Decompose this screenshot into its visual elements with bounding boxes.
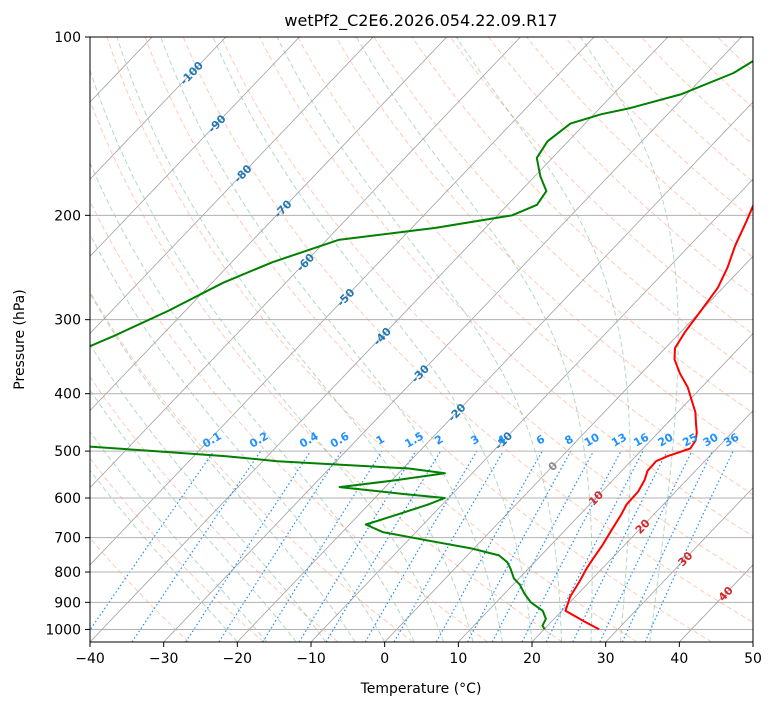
moist-adiabat xyxy=(90,343,327,642)
dry-adiabat xyxy=(90,290,414,642)
y-tick-label: 300 xyxy=(54,313,81,329)
moist-adiabat xyxy=(90,233,386,642)
mixing-ratio-line xyxy=(644,450,734,642)
mixing-ratio-line xyxy=(393,450,505,642)
mixing-ratio-line xyxy=(364,450,478,642)
x-tick-label: 0 xyxy=(380,651,389,667)
moist-adiabat xyxy=(212,37,533,642)
plot-frame xyxy=(89,36,754,643)
dry-adiabat xyxy=(602,37,753,183)
dry-adiabat xyxy=(90,457,264,642)
x-tick-label: 20 xyxy=(523,651,541,667)
moist-adiabat xyxy=(160,37,503,642)
isotherm xyxy=(458,332,753,642)
x-tick-label: −10 xyxy=(296,651,326,667)
moist-adiabat xyxy=(455,37,631,642)
x-tick-label: −20 xyxy=(223,651,253,667)
isotherm xyxy=(237,101,753,642)
temperature-line xyxy=(564,203,753,631)
axis-ticks: −40 −30 −20 −10 0 10 20 30 40 50 1000 900 800 700 600 5… xyxy=(45,30,762,667)
dry-adiabat xyxy=(411,37,753,375)
y-tick-label: 800 xyxy=(54,565,81,581)
moist-adiabat xyxy=(116,37,474,642)
isotherm xyxy=(90,37,374,335)
y-tick-label: 600 xyxy=(54,491,81,507)
y-axis-label: Pressure (hPa) xyxy=(12,289,28,389)
dry-adiabat xyxy=(90,537,190,642)
dry-adiabat xyxy=(488,37,753,297)
moist-adiabat xyxy=(90,292,356,642)
isotherm xyxy=(531,410,753,642)
mixing-ratio-line xyxy=(218,450,343,642)
isotherm xyxy=(90,37,669,642)
mixing-ratio-line xyxy=(298,450,417,642)
moist-adiabat xyxy=(580,37,679,642)
moist-adiabat xyxy=(276,37,562,642)
mixing-ratio-line xyxy=(621,450,713,642)
x-tick-label: −30 xyxy=(149,651,179,667)
y-tick-label: 400 xyxy=(54,387,81,403)
moist-adiabat xyxy=(90,68,445,642)
isotherm xyxy=(90,37,521,489)
x-tick-label: −40 xyxy=(75,651,105,667)
y-tick-label: 1000 xyxy=(45,622,81,638)
dry-adiabat xyxy=(90,200,488,642)
dry-adiabat xyxy=(297,37,753,496)
mixing-ratio-line xyxy=(466,450,572,642)
isotherm xyxy=(605,487,753,642)
chart-title: wetPf2_C2E6.2026.054.22.09.R17 xyxy=(284,11,557,31)
x-tick-label: 50 xyxy=(744,651,762,667)
pressure-grid xyxy=(90,37,753,630)
mixing-ratio-line xyxy=(90,450,215,632)
y-tick-label: 100 xyxy=(54,30,81,46)
dry-adiabat xyxy=(182,37,753,623)
y-tick-label: 200 xyxy=(54,208,81,224)
isotherm xyxy=(90,37,300,257)
mixing-ratio-line xyxy=(572,450,668,642)
profile-series xyxy=(90,59,753,631)
reference-lines xyxy=(90,37,753,642)
moist-adiabat xyxy=(355,37,593,642)
dewpoint-line xyxy=(90,59,753,630)
y-tick-label: 700 xyxy=(54,531,81,547)
dry-adiabat xyxy=(259,37,753,537)
mixing-ratio-line xyxy=(599,450,693,642)
x-tick-label: 30 xyxy=(597,651,615,667)
moist-adiabat xyxy=(90,389,297,642)
dry-adiabat xyxy=(373,37,753,414)
x-axis-label: Temperature (°C) xyxy=(360,681,482,697)
isotherm xyxy=(90,37,448,412)
y-tick-label: 500 xyxy=(54,444,81,460)
x-tick-label: 10 xyxy=(449,651,467,667)
mixing-ratio-line xyxy=(325,450,442,642)
moist-adiabat xyxy=(90,469,238,642)
isotherm xyxy=(90,37,595,566)
isotherm xyxy=(90,37,227,180)
isotherm xyxy=(384,255,753,642)
isotherm xyxy=(163,37,742,642)
mixing-ratio-line xyxy=(435,450,543,642)
dry-adiabat xyxy=(526,37,753,258)
mixing-ratio-line xyxy=(262,450,383,642)
y-tick-label: 900 xyxy=(54,595,81,611)
dry-adiabat xyxy=(220,37,753,580)
isotherm xyxy=(310,178,753,642)
x-tick-label: 40 xyxy=(670,651,688,667)
